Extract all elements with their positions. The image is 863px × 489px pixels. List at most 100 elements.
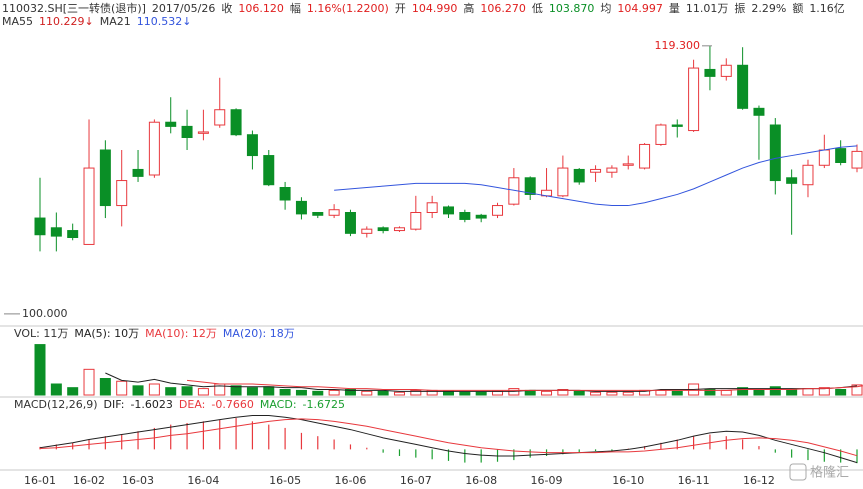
x-tick-label: 16-01	[24, 474, 56, 487]
header-value: 2.29%	[751, 2, 786, 15]
candle-body	[34, 217, 46, 236]
indicator-line	[39, 418, 858, 457]
candle-body	[67, 230, 79, 239]
volume-bar	[459, 391, 471, 396]
header-value: 104.990	[412, 2, 458, 15]
volume-bar	[851, 384, 863, 396]
candle-body	[132, 168, 144, 177]
legend-row: MA55 110.229↓ MA21 110.532↓	[2, 15, 191, 28]
legend-name: DIF:	[104, 398, 125, 411]
candle-body	[312, 212, 324, 216]
candle-body	[393, 227, 405, 232]
candle-body	[148, 121, 160, 176]
volume-bar	[443, 390, 454, 396]
candle-body	[835, 148, 847, 164]
header-key: 高	[463, 1, 474, 15]
volume-bar	[197, 388, 209, 396]
candle-body	[443, 206, 454, 215]
legend-reading: 110.532↓	[137, 15, 192, 28]
candle-body	[426, 202, 438, 213]
candle-body	[263, 155, 275, 186]
legend-reading: 110.229↓	[39, 15, 94, 28]
candle-body	[557, 167, 569, 197]
annotation-label: 119.300	[655, 39, 701, 52]
header-value: 103.870	[549, 2, 595, 15]
candle-body	[230, 109, 242, 136]
header-key: 振	[734, 1, 745, 15]
legend-row: MACD(12,26,9) DIF: -1.6023 DEA: -0.7660 MACD:…	[14, 398, 345, 411]
volume-bar	[377, 390, 389, 396]
legend-reading: -1.6725	[303, 398, 345, 411]
candle-body	[361, 228, 373, 234]
indicator-line	[187, 379, 863, 391]
volume-bar	[492, 390, 504, 396]
volume-bar	[393, 391, 405, 396]
header-key: 额	[792, 2, 803, 15]
candle-body	[818, 149, 830, 166]
volume-bar	[67, 387, 79, 396]
volume-bar	[802, 388, 814, 396]
candle-body	[704, 68, 716, 77]
candle-body	[655, 124, 667, 145]
volume-bar	[230, 385, 242, 396]
volume-bar	[786, 389, 798, 396]
candle-body	[753, 107, 765, 116]
volume-bar	[557, 389, 569, 396]
volume-bar	[671, 390, 683, 396]
candle-body	[116, 180, 128, 207]
x-tick-label: 16-04	[187, 474, 219, 487]
legend-row: VOL: 11万 MA(5): 10万 MA(10): 12万 MA(20): 18万	[14, 327, 295, 340]
header-value: 11.01万	[686, 2, 729, 15]
candle-body	[492, 205, 504, 216]
header-key: 开	[395, 2, 406, 15]
volume-bar	[116, 380, 128, 396]
panel-title: VOL: 11万	[14, 327, 68, 340]
x-tick-label: 16-08	[465, 474, 497, 487]
watermark: 格隆汇	[810, 465, 849, 481]
volume-bar	[295, 389, 307, 396]
legend-row: 110032.SH[三一转债(退市)] 2017/05/26 收 106.120 幅 1.…	[2, 1, 845, 15]
header-key: 幅	[290, 2, 301, 15]
volume-bar	[818, 387, 830, 396]
header-key: 均	[600, 2, 611, 15]
candle-body	[99, 149, 111, 207]
candle-body	[328, 209, 340, 216]
header-value: 1.16%(1.2200)	[307, 2, 389, 15]
volume-bar	[279, 389, 291, 396]
volume-bar	[361, 390, 373, 396]
candle-body	[524, 177, 536, 195]
candle-body	[410, 212, 422, 230]
candle-body	[459, 212, 471, 220]
volume-bar	[704, 389, 716, 396]
candle-body	[214, 109, 226, 126]
candle-body	[737, 64, 749, 109]
candle-body	[165, 121, 177, 127]
candle-body	[279, 187, 291, 201]
x-tick-label: 16-12	[743, 474, 775, 487]
candle-body	[377, 227, 389, 232]
volume-bar	[835, 389, 847, 396]
header-key: 收	[221, 1, 232, 15]
candle-body	[639, 143, 651, 169]
indicator-line	[39, 415, 858, 464]
legend-name: MA55	[2, 15, 33, 28]
panel-title: MACD(12,26,9)	[14, 398, 98, 411]
x-tick-label: 16-02	[73, 474, 105, 487]
volume-bar	[148, 383, 160, 396]
volume-bar	[328, 389, 340, 396]
volume-bar	[410, 389, 422, 396]
volume-bar	[769, 386, 781, 396]
volume-bar	[246, 387, 258, 396]
legend-reading: -1.6023	[130, 398, 172, 411]
logo-icon	[789, 463, 807, 481]
volume-bar	[83, 368, 95, 396]
x-tick-label: 16-05	[269, 474, 301, 487]
volume-bar	[541, 390, 553, 396]
header-value: 106.270	[480, 2, 526, 15]
volume-bar	[50, 383, 62, 396]
volume-bar	[263, 386, 275, 396]
candle-body	[475, 214, 487, 219]
candle-body	[671, 124, 683, 127]
date: 2017/05/26	[152, 2, 215, 15]
